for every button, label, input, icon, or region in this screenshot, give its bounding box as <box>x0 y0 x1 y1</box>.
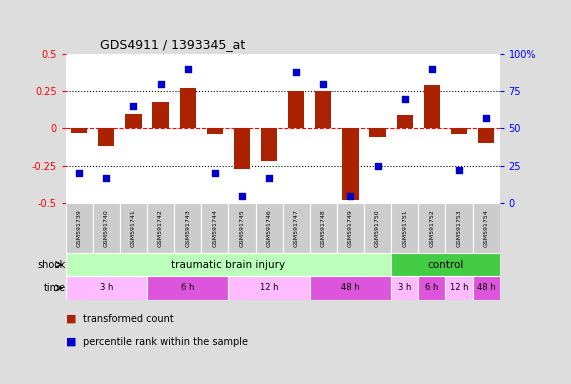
Bar <box>234 129 250 169</box>
Bar <box>126 114 142 129</box>
Text: 6 h: 6 h <box>181 283 194 292</box>
Point <box>292 69 301 75</box>
Bar <box>147 276 228 300</box>
Bar <box>391 253 500 276</box>
Text: GDS4911 / 1393345_at: GDS4911 / 1393345_at <box>100 38 246 51</box>
Text: GSM591754: GSM591754 <box>484 209 489 247</box>
Text: GSM591746: GSM591746 <box>267 209 272 247</box>
Bar <box>418 276 445 300</box>
Point <box>183 66 192 72</box>
Text: GSM591750: GSM591750 <box>375 209 380 247</box>
Point <box>481 115 490 121</box>
Text: transformed count: transformed count <box>83 314 174 324</box>
Point <box>129 103 138 109</box>
Point <box>238 193 247 199</box>
Text: GSM591742: GSM591742 <box>158 209 163 247</box>
Bar <box>364 203 391 253</box>
Point <box>319 81 328 87</box>
Bar <box>174 203 202 253</box>
Bar <box>309 276 391 300</box>
Text: time: time <box>43 283 66 293</box>
Bar <box>66 203 93 253</box>
Bar <box>179 88 196 129</box>
Bar <box>93 203 120 253</box>
Bar <box>391 203 418 253</box>
Bar <box>337 203 364 253</box>
Bar <box>152 102 169 129</box>
Point <box>455 167 464 174</box>
Text: 12 h: 12 h <box>450 283 468 292</box>
Bar <box>342 129 359 200</box>
Point <box>210 170 219 176</box>
Point <box>156 81 165 87</box>
Point <box>75 170 84 176</box>
Text: shock: shock <box>38 260 66 270</box>
Text: 3 h: 3 h <box>398 283 411 292</box>
Bar <box>120 203 147 253</box>
Point <box>427 66 436 72</box>
Bar <box>228 276 309 300</box>
Bar <box>283 203 309 253</box>
Text: 3 h: 3 h <box>100 283 113 292</box>
Bar <box>228 203 255 253</box>
Text: 12 h: 12 h <box>260 283 278 292</box>
Bar <box>315 91 331 129</box>
Bar <box>418 203 445 253</box>
Bar <box>66 253 391 276</box>
Text: GSM591745: GSM591745 <box>239 209 244 247</box>
Point <box>400 96 409 102</box>
Text: 6 h: 6 h <box>425 283 439 292</box>
Text: GSM591753: GSM591753 <box>456 209 461 247</box>
Point <box>346 193 355 199</box>
Bar <box>396 115 413 129</box>
Bar <box>451 129 467 134</box>
Text: control: control <box>427 260 464 270</box>
Text: GSM591743: GSM591743 <box>185 209 190 247</box>
Text: GSM591740: GSM591740 <box>104 209 109 247</box>
Text: percentile rank within the sample: percentile rank within the sample <box>83 337 248 347</box>
Text: 48 h: 48 h <box>341 283 360 292</box>
Text: 48 h: 48 h <box>477 283 496 292</box>
Point <box>264 175 274 181</box>
Bar <box>66 276 147 300</box>
Bar <box>71 129 87 133</box>
Point <box>373 163 382 169</box>
Bar <box>98 129 114 146</box>
Bar <box>391 276 418 300</box>
Bar <box>147 203 174 253</box>
Bar <box>202 203 228 253</box>
Text: GSM591751: GSM591751 <box>402 209 407 247</box>
Text: ■: ■ <box>66 314 76 324</box>
Bar <box>288 91 304 129</box>
Bar <box>369 129 386 137</box>
Bar <box>207 129 223 134</box>
Bar <box>309 203 337 253</box>
Bar <box>473 276 500 300</box>
Text: GSM591741: GSM591741 <box>131 209 136 247</box>
Bar <box>261 129 278 161</box>
Bar <box>255 203 283 253</box>
Text: traumatic brain injury: traumatic brain injury <box>171 260 286 270</box>
Text: GSM591744: GSM591744 <box>212 209 218 247</box>
Text: GSM591739: GSM591739 <box>77 209 82 247</box>
Bar <box>445 203 473 253</box>
Text: GSM591747: GSM591747 <box>293 209 299 247</box>
Text: GSM591749: GSM591749 <box>348 209 353 247</box>
Text: GSM591748: GSM591748 <box>321 209 326 247</box>
Text: ■: ■ <box>66 337 76 347</box>
Bar <box>478 129 494 144</box>
Bar <box>424 85 440 129</box>
Point <box>102 175 111 181</box>
Text: GSM591752: GSM591752 <box>429 209 435 247</box>
Bar <box>473 203 500 253</box>
Bar <box>445 276 473 300</box>
